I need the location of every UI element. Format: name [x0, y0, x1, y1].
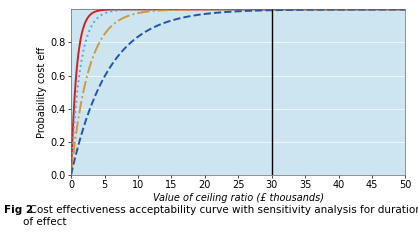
Text: Fig 2: Fig 2	[4, 205, 33, 215]
Text: Cost effectiveness acceptability curve with sensitivity analysis for duration
of: Cost effectiveness acceptability curve w…	[23, 205, 418, 227]
Y-axis label: Probability cost eff: Probability cost eff	[37, 46, 47, 138]
X-axis label: Value of ceiling ratio (£ thousands): Value of ceiling ratio (£ thousands)	[153, 193, 324, 203]
